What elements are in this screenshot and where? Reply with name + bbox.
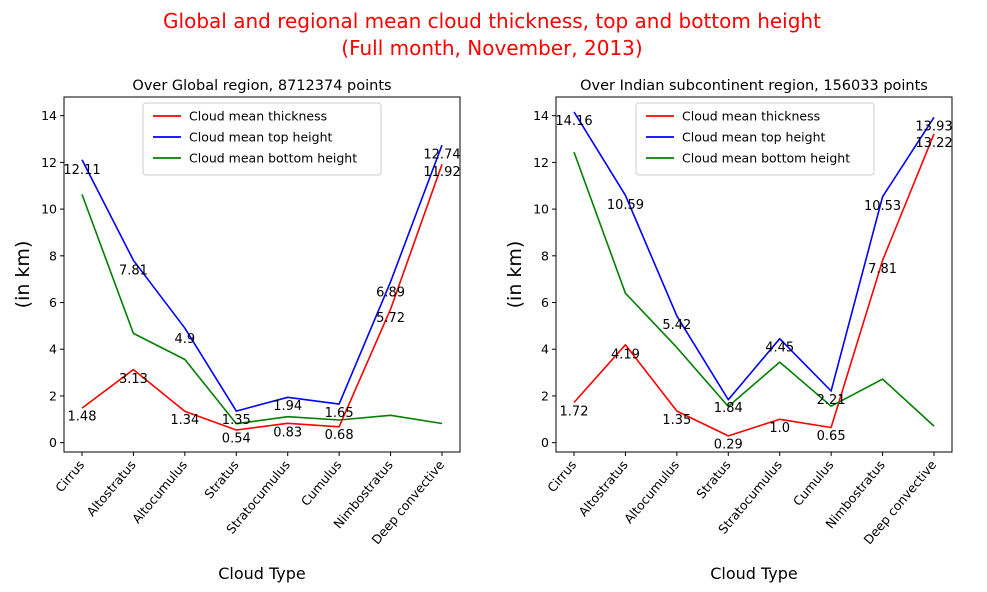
y-tick-label: 8 bbox=[541, 248, 549, 263]
figure-title-line1: Global and regional mean cloud thickness… bbox=[163, 9, 821, 33]
series-line-1 bbox=[81, 144, 443, 412]
data-value-label: 1.84 bbox=[714, 401, 743, 416]
y-tick-label: 10 bbox=[41, 202, 57, 217]
data-value-label: 12.11 bbox=[63, 163, 100, 178]
data-value-label: 10.53 bbox=[864, 199, 901, 214]
x-tick-label: Stratus bbox=[693, 457, 733, 501]
y-tick-label: 4 bbox=[541, 342, 549, 357]
y-tick-label: 2 bbox=[541, 388, 549, 403]
data-value-label: 12.74 bbox=[423, 148, 460, 163]
legend: Cloud mean thickness Cloud mean top heigh… bbox=[635, 102, 875, 176]
data-value-label: 11.92 bbox=[423, 165, 460, 180]
y-tick-label: 2 bbox=[49, 388, 57, 403]
y-tick-label: 14 bbox=[41, 108, 57, 123]
global-region-panel: Over Global region, 8712374 points 0 2 4 6 8 1… bbox=[12, 78, 461, 583]
panel-title: Over Global region, 8712374 points bbox=[132, 78, 391, 94]
data-value-label: 7.81 bbox=[868, 262, 897, 277]
data-value-label: 6.89 bbox=[376, 286, 405, 301]
legend-label: Cloud mean top height bbox=[682, 130, 826, 145]
data-value-label: 1.35 bbox=[662, 413, 691, 428]
legend-label: Cloud mean top height bbox=[189, 130, 333, 145]
series-line-2 bbox=[573, 151, 935, 427]
data-value-label: 0.29 bbox=[714, 437, 743, 452]
data-value-label: 0.54 bbox=[222, 431, 251, 446]
figure-title-line2: (Full month, November, 2013) bbox=[341, 36, 642, 60]
data-value-label: 4.45 bbox=[765, 340, 794, 355]
data-value-label: 2.21 bbox=[817, 393, 846, 408]
x-tick-label: Cumulus bbox=[298, 457, 345, 509]
x-axis-label: Cloud Type bbox=[218, 564, 306, 583]
data-value-label: 4.19 bbox=[611, 347, 640, 362]
data-value-label: 3.13 bbox=[119, 372, 148, 387]
data-value-label: 1.0 bbox=[769, 421, 790, 436]
y-tick-label: 12 bbox=[41, 155, 57, 170]
panel-title: Over Indian subcontinent region, 156033 … bbox=[580, 78, 928, 94]
data-value-label: 5.72 bbox=[376, 311, 405, 326]
indian-subcontinent-panel: Over Indian subcontinent region, 156033 … bbox=[504, 78, 953, 583]
legend-label: Cloud mean bottom height bbox=[682, 151, 850, 166]
data-value-label: 14.16 bbox=[555, 114, 592, 129]
data-value-label: 10.59 bbox=[607, 198, 644, 213]
series-line-0 bbox=[81, 164, 443, 431]
data-value-label: 1.72 bbox=[560, 405, 589, 420]
data-value-label: 5.42 bbox=[662, 318, 691, 333]
y-tick-label: 14 bbox=[533, 108, 549, 123]
y-tick-label: 12 bbox=[533, 155, 549, 170]
y-tick-label: 6 bbox=[49, 295, 57, 310]
legend: Cloud mean thickness Cloud mean top heigh… bbox=[142, 102, 382, 176]
y-tick-label: 4 bbox=[49, 342, 57, 357]
y-tick-label: 0 bbox=[541, 435, 549, 450]
data-value-label: 1.48 bbox=[68, 409, 97, 424]
data-value-label: 1.35 bbox=[222, 413, 251, 428]
axes-frame bbox=[63, 96, 461, 453]
x-tick-label: Cirrus bbox=[52, 457, 87, 495]
data-value-label: 1.34 bbox=[170, 413, 199, 428]
legend-label: Cloud mean thickness bbox=[682, 109, 820, 124]
x-axis-label: Cloud Type bbox=[710, 564, 798, 583]
y-axis-label: (in km) bbox=[12, 241, 34, 309]
y-axis-label: (in km) bbox=[504, 241, 526, 309]
series-line-2 bbox=[81, 194, 443, 425]
data-value-label: 0.65 bbox=[817, 429, 846, 444]
y-tick-label: 8 bbox=[49, 248, 57, 263]
y-tick-label: 6 bbox=[541, 295, 549, 310]
data-value-label: 13.22 bbox=[915, 136, 952, 151]
x-tick-label: Cirrus bbox=[544, 457, 579, 495]
x-tick-label: Stratus bbox=[201, 457, 241, 501]
x-tick-label: Altostratus bbox=[83, 457, 138, 519]
legend-label: Cloud mean bottom height bbox=[189, 151, 357, 166]
x-tick-label: Cumulus bbox=[790, 457, 837, 509]
data-value-label: 13.93 bbox=[915, 120, 952, 135]
series-line-1 bbox=[573, 111, 935, 401]
x-tick-label: Altostratus bbox=[575, 457, 630, 519]
data-value-label: 1.94 bbox=[273, 399, 302, 414]
data-value-label: 4.9 bbox=[175, 332, 196, 347]
axes-frame bbox=[555, 96, 953, 453]
data-value-label: 1.65 bbox=[325, 406, 354, 421]
y-tick-label: 10 bbox=[533, 202, 549, 217]
legend-box bbox=[142, 102, 382, 176]
legend-label: Cloud mean thickness bbox=[189, 109, 327, 124]
y-tick-label: 0 bbox=[49, 435, 57, 450]
data-value-label: 0.68 bbox=[325, 428, 354, 443]
data-value-label: 7.81 bbox=[119, 263, 148, 278]
series-line-0 bbox=[573, 133, 935, 437]
legend-box bbox=[635, 102, 875, 176]
data-value-label: 0.83 bbox=[273, 426, 302, 441]
